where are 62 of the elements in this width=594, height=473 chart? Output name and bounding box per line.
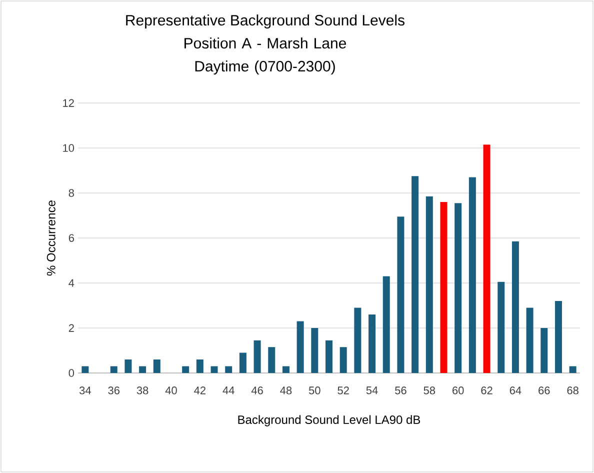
bar — [210, 366, 218, 373]
x-tick-label: 62 — [481, 386, 492, 394]
x-tick-label: 66 — [538, 386, 550, 394]
x-tick-label: 56 — [395, 386, 406, 394]
bar — [82, 366, 89, 373]
bar — [326, 340, 333, 373]
bar — [368, 314, 376, 373]
x-tick-label: 40 — [165, 386, 177, 394]
y-tick-label: 6 — [68, 234, 74, 242]
bar — [296, 321, 304, 373]
bar — [498, 282, 505, 373]
bar — [382, 276, 390, 373]
y-tick-label: 8 — [68, 189, 74, 197]
x-tick-label: 46 — [251, 386, 263, 394]
y-tick-label: 10 — [63, 144, 74, 152]
bar — [397, 216, 404, 373]
bar — [526, 308, 534, 373]
bar — [196, 359, 204, 373]
x-tick-label: 38 — [136, 386, 148, 394]
x-tick-label: 54 — [366, 386, 378, 394]
bar — [153, 359, 160, 373]
x-tick-label: 36 — [108, 386, 120, 394]
bar — [554, 300, 562, 373]
bar — [340, 347, 347, 373]
x-tick-label: 60 — [452, 386, 464, 394]
bar — [311, 328, 318, 373]
bar — [468, 177, 476, 373]
chart-title: Representative Background Sound Levels — [126, 14, 404, 28]
bar — [239, 352, 246, 373]
bar — [483, 144, 490, 373]
bar — [454, 203, 462, 373]
bar — [124, 359, 132, 373]
bar — [225, 366, 232, 373]
y-tick-label: 0 — [68, 369, 74, 377]
bar — [110, 366, 118, 373]
bar — [440, 202, 448, 373]
bar — [282, 366, 290, 373]
x-axis-title: Background Sound Level LA90 dB — [238, 415, 420, 426]
x-tick-label: 44 — [222, 386, 234, 394]
x-tick-label: 64 — [510, 386, 522, 394]
x-tick-label: 42 — [194, 386, 206, 394]
bar — [426, 196, 433, 373]
bar — [569, 366, 576, 373]
y-tick-label: 4 — [68, 279, 74, 287]
y-tick-label: 12 — [63, 99, 74, 107]
x-tick-label: 50 — [308, 386, 320, 394]
bar — [182, 366, 190, 373]
bar — [412, 176, 419, 373]
chart-subtitle: Position A - Marsh Lane Daytime (0700-2300) — [184, 38, 346, 74]
bar — [354, 308, 362, 373]
x-tick-label: 52 — [338, 386, 349, 394]
y-tick-label: 2 — [68, 324, 74, 332]
x-tick-label: 34 — [79, 386, 91, 394]
x-tick-label: 68 — [567, 386, 578, 394]
y-axis-title: % Occurrence — [46, 200, 56, 276]
bar — [254, 340, 261, 373]
bar — [540, 328, 548, 373]
x-tick-label: 48 — [280, 386, 292, 394]
bar — [139, 366, 146, 373]
bar — [512, 241, 519, 373]
x-tick-label: 58 — [424, 386, 436, 394]
bar — [268, 347, 276, 373]
